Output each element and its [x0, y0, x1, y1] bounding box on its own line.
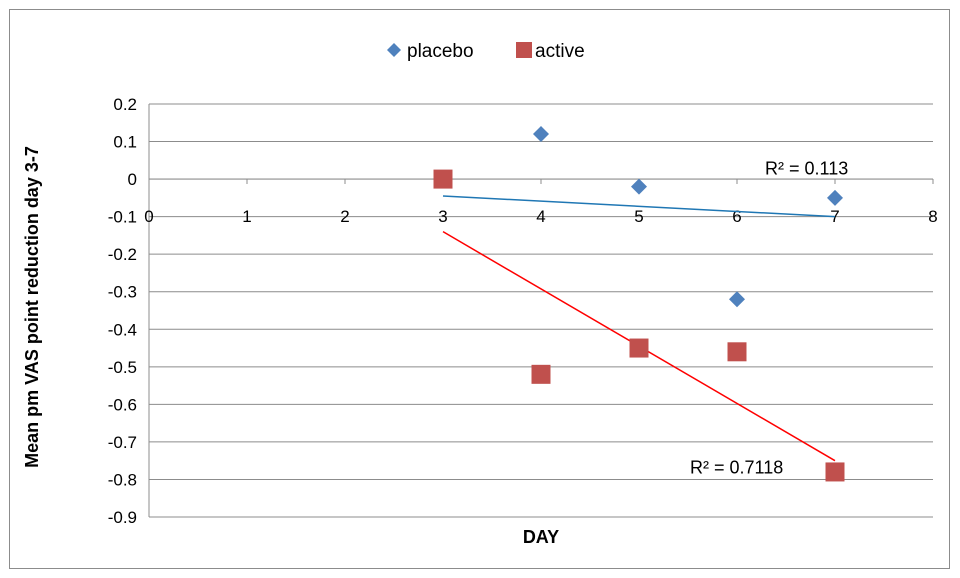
- legend-placebo-label: placebo: [407, 41, 474, 62]
- x-tick-label: 0: [144, 207, 153, 226]
- x-axis-title: DAY: [523, 527, 559, 547]
- x-tick-label: 8: [928, 207, 937, 226]
- placebo-point: [533, 126, 549, 143]
- r2-annotations: R² = 0.113 R² = 0.7118: [690, 159, 848, 478]
- y-tick-label: -0.9: [108, 508, 137, 527]
- active-point: [433, 169, 453, 189]
- legend: placebo active: [387, 41, 585, 62]
- y-tick-label: -0.5: [108, 358, 137, 377]
- active-point: [825, 462, 845, 482]
- x-tick-label: 6: [732, 207, 741, 226]
- placebo-point: [631, 178, 647, 195]
- tick-labels: 0.2 0.1 0 -0.1 -0.2 -0.3 -0.4 -0.5 -0.6 -0.7 -0.8 -…: [108, 95, 938, 527]
- chart-frame: [9, 9, 950, 569]
- y-tick-label: -0.8: [108, 470, 137, 489]
- placebo-trendline: [442, 195, 836, 218]
- legend-placebo-icon: [387, 43, 401, 57]
- placebo-r2-label: R² = 0.113: [765, 159, 848, 179]
- y-tick-label: 0: [128, 170, 137, 189]
- x-tick-label: 3: [438, 207, 447, 226]
- y-tick-label: -0.1: [108, 208, 137, 227]
- active-point: [629, 338, 649, 358]
- y-tick-label: 0.1: [113, 133, 137, 152]
- placebo-point: [827, 189, 843, 206]
- grid-lines: [149, 103, 933, 518]
- legend-active-label: active: [535, 41, 585, 62]
- active-point: [727, 342, 747, 362]
- x-tick-label: 2: [340, 207, 349, 226]
- y-tick-label: 0.2: [113, 95, 137, 114]
- data-points: [433, 126, 845, 482]
- legend-active-icon: [516, 42, 532, 58]
- x-tick-label: 5: [634, 207, 643, 226]
- x-tick-label: 1: [242, 207, 251, 226]
- active-point: [531, 364, 551, 384]
- y-tick-label: -0.6: [108, 395, 137, 414]
- x-tick-label: 4: [536, 207, 545, 226]
- y-tick-label: -0.2: [108, 245, 137, 264]
- y-axis-title: Mean pm VAS point reduction day 3-7: [22, 146, 42, 468]
- active-r2-label: R² = 0.7118: [690, 458, 783, 478]
- y-tick-label: -0.7: [108, 433, 137, 452]
- placebo-point: [729, 291, 745, 308]
- trendlines: [442, 195, 836, 462]
- y-tick-label: -0.4: [108, 320, 137, 339]
- y-tick-label: -0.3: [108, 283, 137, 302]
